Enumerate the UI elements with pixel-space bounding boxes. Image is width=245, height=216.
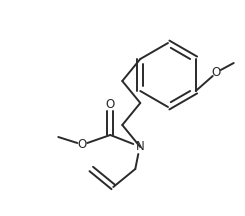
Text: N: N <box>136 140 145 154</box>
Text: O: O <box>211 67 220 79</box>
Text: O: O <box>78 138 87 151</box>
Text: O: O <box>106 97 115 111</box>
